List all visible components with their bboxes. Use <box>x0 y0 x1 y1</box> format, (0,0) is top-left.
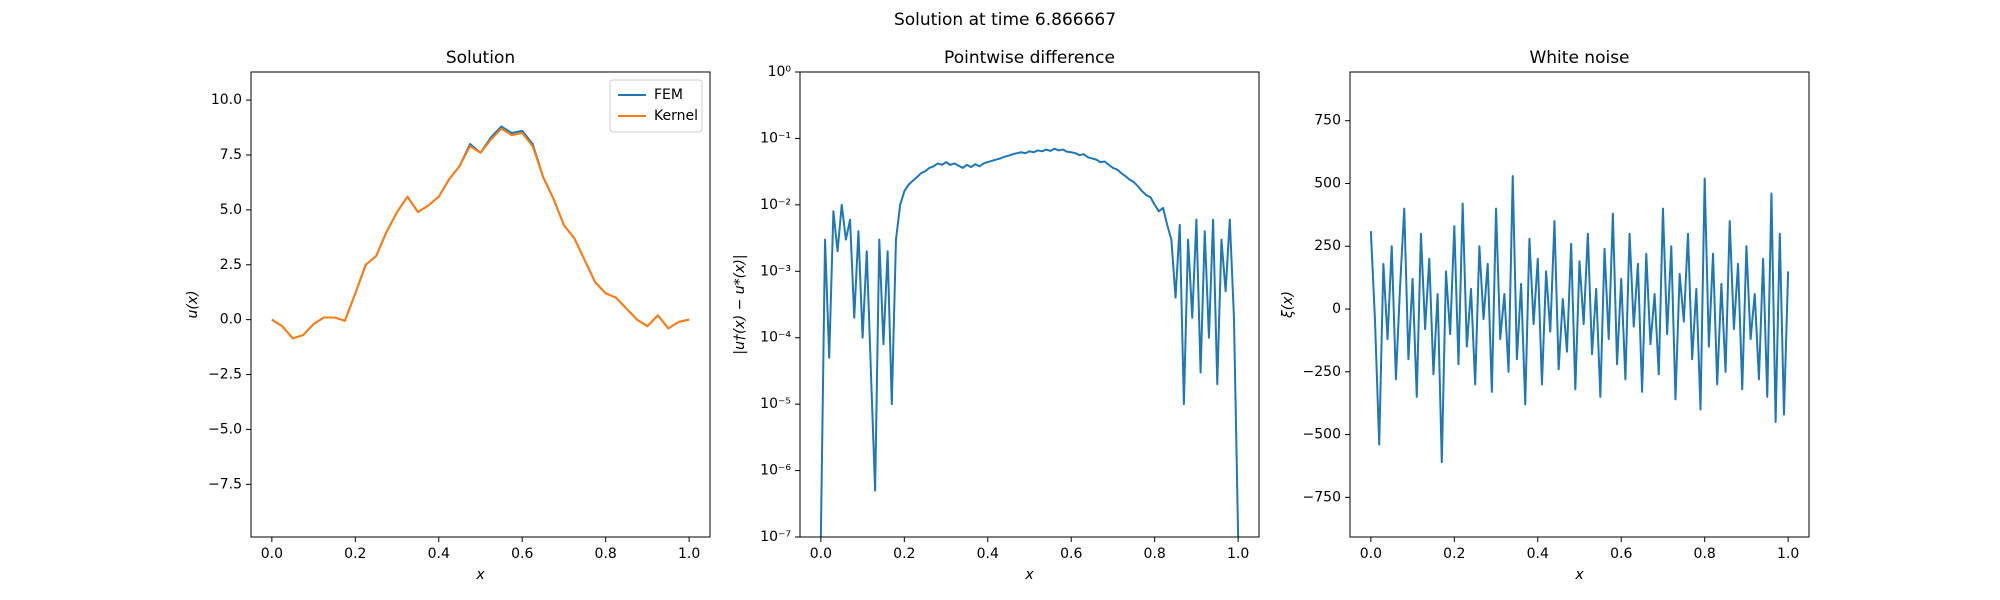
y-axis-label: u(x) <box>185 290 201 318</box>
legend-label: Kernel <box>654 108 698 124</box>
x-tick-label: 0.0 <box>261 546 283 562</box>
x-tick-label: 0.2 <box>1443 546 1465 562</box>
series-line <box>819 147 1240 537</box>
y-tick-label: 250 <box>1314 238 1341 254</box>
y-tick-label: 10⁻¹ <box>760 130 791 146</box>
axes: 0.0 0.2 0.4 0.6 0.8 1.0 −7.5 −5.0 −2.5 0.0 2.5 5.0 7… <box>185 48 711 583</box>
x-tick-label: 0.4 <box>428 546 450 562</box>
y-tick-label: 2.5 <box>220 257 242 273</box>
y-tick-label: 10⁻⁷ <box>760 529 791 545</box>
y-tick-label: 5.0 <box>220 202 242 218</box>
y-tick-label: 0.0 <box>220 312 242 328</box>
x-tick-label: 0.0 <box>1360 546 1382 562</box>
y-tick-label: −250 <box>1303 364 1341 380</box>
axes: 0.0 0.2 0.4 0.6 0.8 1.0 −750 −500 −250 0 250 500 750… <box>1280 48 1810 583</box>
y-tick-label: 500 <box>1314 175 1341 191</box>
y-tick-label: −5.0 <box>208 421 242 437</box>
x-tick-label: 0.8 <box>1144 546 1166 562</box>
y-axis-label: |u†(x) − u*(x)| <box>732 254 748 354</box>
y-tick-label: 10⁻⁴ <box>760 330 791 346</box>
x-tick-label: 0.2 <box>893 546 915 562</box>
legend-label: FEM <box>654 87 683 103</box>
x-tick-label: 0.2 <box>344 546 366 562</box>
axes: 0.0 0.2 0.4 0.6 0.8 1.0 10⁻⁷ 10⁻⁶ 10⁻⁵ 10⁻⁴ 10⁻³ 10… <box>732 48 1260 583</box>
x-tick-label: 1.0 <box>1777 546 1799 562</box>
series-line <box>271 127 690 340</box>
x-axis-label: x <box>1574 567 1584 583</box>
y-tick-label: 10⁰ <box>768 64 792 80</box>
x-tick-label: 0.6 <box>1610 546 1632 562</box>
y-axis-label: ξ(x) <box>1280 291 1296 319</box>
y-tick-label: −500 <box>1303 427 1341 443</box>
axes-title: Solution <box>446 48 515 68</box>
x-tick-label: 1.0 <box>678 546 700 562</box>
y-tick-label: 7.5 <box>220 147 242 163</box>
y-tick-label: −750 <box>1303 489 1341 505</box>
x-tick-label: 0.6 <box>511 546 533 562</box>
axes-title: White noise <box>1529 48 1629 68</box>
x-axis-label: x <box>1024 567 1034 583</box>
x-tick-label: 0.4 <box>1527 546 1549 562</box>
y-tick-label: 10⁻⁶ <box>760 463 791 479</box>
x-tick-label: 1.0 <box>1227 546 1249 562</box>
x-tick-label: 0.8 <box>595 546 617 562</box>
figure-title: Solution at time 6.866667 <box>894 10 1116 30</box>
y-tick-label: −2.5 <box>208 367 242 383</box>
x-tick-label: 0.8 <box>1694 546 1716 562</box>
x-tick-label: 0.6 <box>1060 546 1082 562</box>
legend-box <box>609 79 703 133</box>
axes-frame <box>1349 71 1810 538</box>
axes-frame <box>799 71 1260 538</box>
axes-title: Pointwise difference <box>944 48 1115 68</box>
series-line <box>1369 174 1790 464</box>
y-tick-label: 10⁻⁵ <box>760 396 791 412</box>
x-axis-label: x <box>475 567 485 583</box>
y-tick-label: 10⁻³ <box>760 263 791 279</box>
x-tick-label: 0.0 <box>810 546 832 562</box>
y-tick-label: 750 <box>1314 113 1341 129</box>
y-tick-label: 10.0 <box>211 92 242 108</box>
y-tick-label: 0 <box>1332 301 1341 317</box>
x-tick-label: 0.4 <box>977 546 999 562</box>
axes-frame <box>250 71 711 538</box>
y-tick-label: −7.5 <box>208 476 242 492</box>
y-tick-label: 10⁻² <box>760 197 791 213</box>
